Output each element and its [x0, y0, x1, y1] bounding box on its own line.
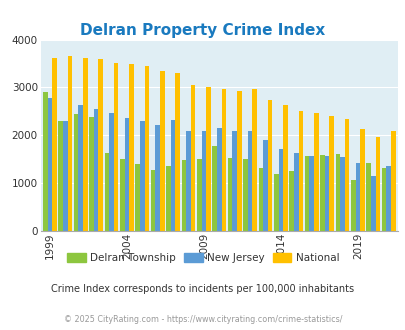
Bar	[89, 117, 94, 231]
Bar	[144, 66, 149, 231]
Bar	[375, 137, 379, 231]
Bar	[221, 89, 226, 231]
Bar	[293, 153, 298, 231]
Bar	[328, 116, 333, 231]
Bar	[267, 100, 272, 231]
Bar	[196, 159, 201, 231]
Bar	[243, 159, 247, 231]
Bar	[273, 174, 278, 231]
Text: © 2025 CityRating.com - https://www.cityrating.com/crime-statistics/: © 2025 CityRating.com - https://www.city…	[64, 315, 341, 324]
Bar	[201, 131, 206, 231]
Bar	[313, 113, 318, 231]
Bar	[58, 121, 63, 231]
Bar	[135, 164, 140, 231]
Bar	[359, 129, 364, 231]
Bar	[390, 130, 394, 231]
Bar	[262, 140, 267, 231]
Legend: Delran Township, New Jersey, National: Delran Township, New Jersey, National	[62, 249, 343, 267]
Bar	[175, 73, 179, 231]
Bar	[227, 158, 232, 231]
Bar	[355, 163, 359, 231]
Bar	[94, 109, 98, 231]
Bar	[365, 163, 370, 231]
Text: Delran Property Crime Index: Delran Property Crime Index	[80, 23, 325, 38]
Bar	[289, 171, 293, 231]
Bar	[119, 159, 124, 231]
Bar	[78, 105, 83, 231]
Bar	[43, 92, 47, 231]
Bar	[98, 59, 103, 231]
Bar	[216, 128, 221, 231]
Bar	[247, 131, 252, 231]
Bar	[237, 91, 241, 231]
Bar	[47, 98, 52, 231]
Bar	[386, 166, 390, 231]
Bar	[258, 168, 262, 231]
Bar	[206, 87, 210, 231]
Bar	[282, 105, 287, 231]
Bar	[381, 168, 386, 231]
Bar	[124, 118, 129, 231]
Bar	[160, 71, 164, 231]
Text: Crime Index corresponds to incidents per 100,000 inhabitants: Crime Index corresponds to incidents per…	[51, 284, 354, 294]
Bar	[155, 125, 160, 231]
Bar	[319, 155, 324, 231]
Bar	[212, 146, 216, 231]
Bar	[252, 89, 256, 231]
Bar	[309, 156, 313, 231]
Bar	[140, 121, 144, 231]
Bar	[67, 56, 72, 231]
Bar	[63, 121, 67, 231]
Bar	[109, 113, 113, 231]
Bar	[171, 120, 175, 231]
Bar	[181, 160, 185, 231]
Bar	[104, 153, 109, 231]
Bar	[324, 156, 328, 231]
Bar	[185, 131, 190, 231]
Bar	[74, 114, 78, 231]
Bar	[150, 170, 155, 231]
Bar	[298, 111, 303, 231]
Bar	[350, 180, 355, 231]
Bar	[335, 154, 339, 231]
Bar	[344, 118, 349, 231]
Bar	[190, 85, 195, 231]
Bar	[304, 156, 309, 231]
Bar	[232, 131, 237, 231]
Bar	[278, 149, 282, 231]
Bar	[129, 63, 133, 231]
Bar	[370, 177, 375, 231]
Bar	[339, 157, 344, 231]
Bar	[83, 58, 87, 231]
Bar	[113, 63, 118, 231]
Bar	[166, 166, 171, 231]
Bar	[52, 58, 57, 231]
